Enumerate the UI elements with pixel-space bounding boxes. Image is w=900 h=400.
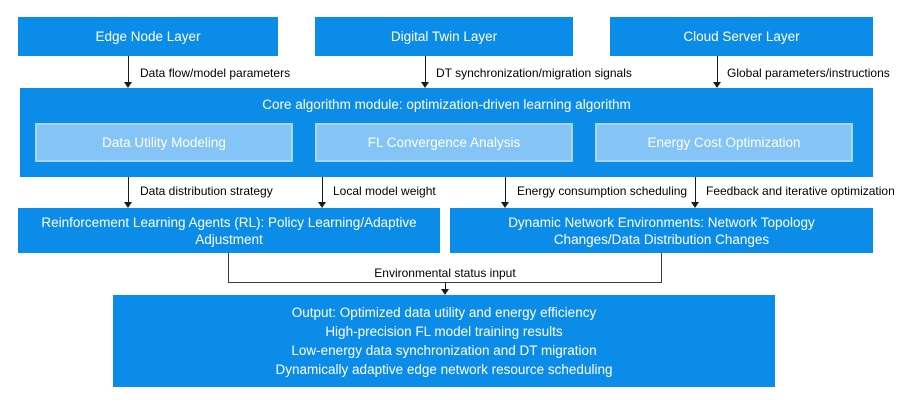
down-arrow-icon xyxy=(124,177,132,208)
rl-agents-label-line2: Adjustment xyxy=(195,231,263,247)
down-arrow-icon xyxy=(691,177,699,208)
flow-label-env-input: Environmental status input xyxy=(374,266,516,280)
dynamic-network-label-line1: Dynamic Network Environments: Network To… xyxy=(508,214,815,230)
digital-twin-layer-box: Digital Twin Layer xyxy=(315,17,573,56)
flow-label-energy-scheduling: Energy consumption scheduling xyxy=(517,184,688,198)
flow-label-local-model-weight: Local model weight xyxy=(333,184,436,198)
dynamic-network-label-line2: Changes/Data Distribution Changes xyxy=(553,231,770,247)
down-arrow-icon xyxy=(501,177,509,208)
output-box: Output: Optimized data utility and energ… xyxy=(113,295,775,387)
submodule-fl-convergence-analysis: FL Convergence Analysis xyxy=(315,123,573,162)
edge-node-layer-label: Edge Node Layer xyxy=(95,29,201,44)
output-line4: Dynamically adaptive edge network resour… xyxy=(275,362,613,377)
flow-label-feedback: Feedback and iterative optimization xyxy=(706,184,895,198)
rl-agents-box: Reinforcement Learning Agents (RL): Poli… xyxy=(18,208,440,253)
connector-line-left xyxy=(228,253,229,282)
flow-label-dt-to-core: DT synchronization/migration signals xyxy=(436,66,632,80)
dynamic-network-box: Dynamic Network Environments: Network To… xyxy=(450,208,873,253)
submodule-label: Data Utility Modeling xyxy=(102,135,226,150)
submodule-label: Energy Cost Optimization xyxy=(647,135,801,150)
submodule-energy-cost-optimization: Energy Cost Optimization xyxy=(595,123,853,162)
submodule-data-utility-modeling: Data Utility Modeling xyxy=(35,123,293,162)
cloud-server-layer-label: Cloud Server Layer xyxy=(683,29,800,44)
core-module-box: Core algorithm module: optimization-driv… xyxy=(20,88,873,177)
core-module-title: Core algorithm module: optimization-driv… xyxy=(262,97,631,112)
edge-node-layer-box: Edge Node Layer xyxy=(18,17,278,56)
rl-agents-label-line1: Reinforcement Learning Agents (RL): Poli… xyxy=(41,214,417,230)
flow-label-edge-to-core: Data flow/model parameters xyxy=(140,66,291,80)
down-arrow-icon xyxy=(421,56,429,88)
cloud-server-layer-box: Cloud Server Layer xyxy=(610,17,873,56)
down-arrow-icon xyxy=(441,282,449,295)
down-arrow-icon xyxy=(124,56,132,88)
flow-label-data-distribution: Data distribution strategy xyxy=(140,184,273,198)
flow-label-cloud-to-core: Global parameters/instructions xyxy=(727,66,890,80)
down-arrow-icon xyxy=(713,56,721,88)
digital-twin-layer-label: Digital Twin Layer xyxy=(390,29,498,44)
output-line2: High-precision FL model training results xyxy=(325,324,563,339)
connector-line-right xyxy=(661,253,662,282)
output-line1: Output: Optimized data utility and energ… xyxy=(291,305,597,320)
output-line3: Low-energy data synchronization and DT m… xyxy=(291,343,597,358)
submodule-label: FL Convergence Analysis xyxy=(367,135,521,150)
down-arrow-icon xyxy=(318,177,326,208)
